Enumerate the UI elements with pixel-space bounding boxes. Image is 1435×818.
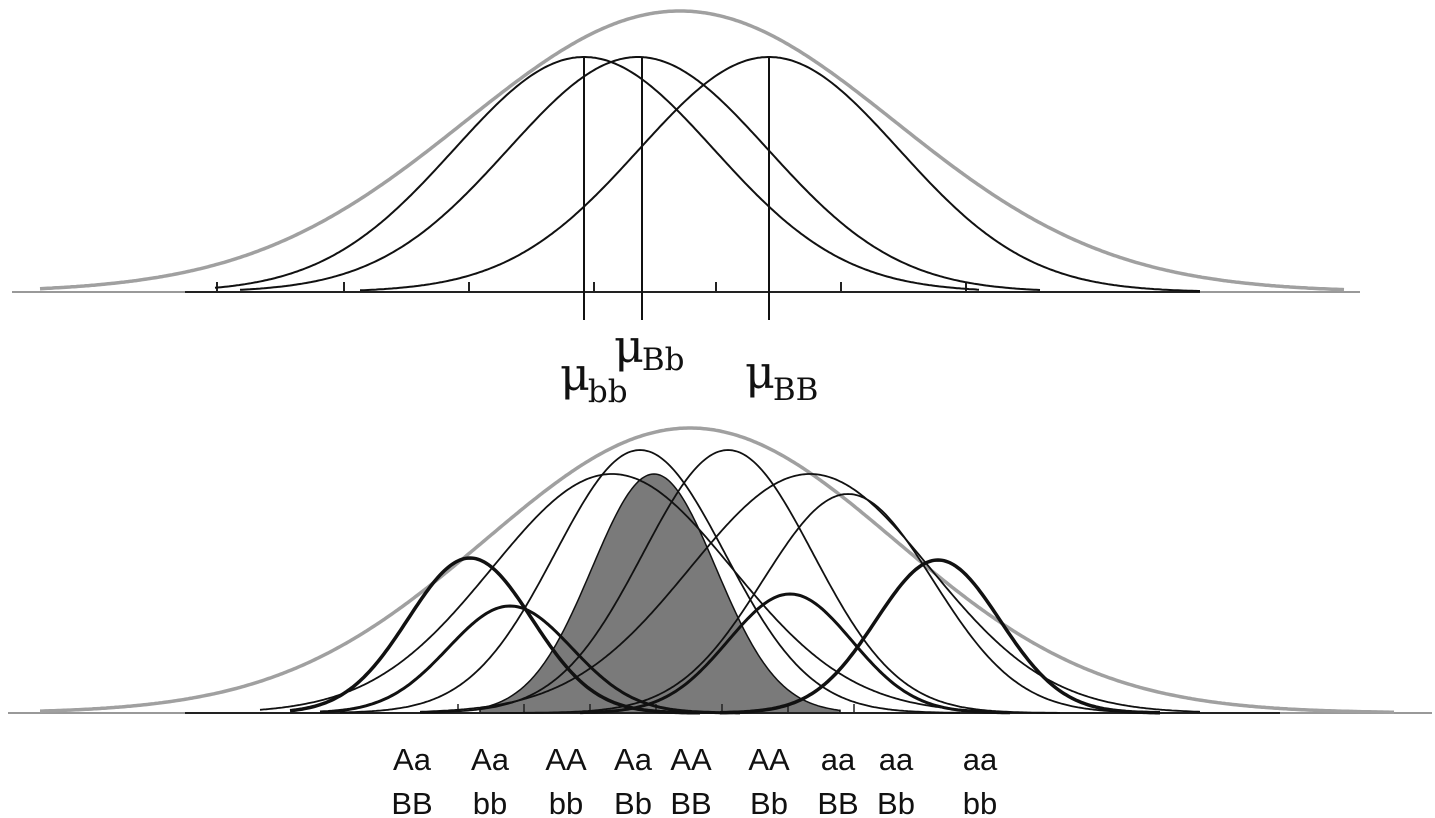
genotype-curve-9 bbox=[719, 558, 1160, 715]
curve-BB bbox=[360, 56, 1200, 292]
genotype-label-7-top: aa bbox=[821, 742, 856, 777]
genotype-label-5-bottom: BB bbox=[670, 786, 711, 818]
genotype-curve-5 bbox=[420, 449, 1060, 714]
bottom-genotype-curves bbox=[259, 449, 1201, 715]
genotype-curve-2 bbox=[319, 604, 740, 715]
top-axis-ticks bbox=[216, 282, 967, 292]
genotype-label-9-bottom: bb bbox=[963, 786, 997, 818]
genotype-label-4-bottom: Bb bbox=[614, 786, 652, 818]
genotype-labels: Aa BB Aa bb AA bb Aa Bb AA BB AA Bb aa B… bbox=[391, 742, 998, 818]
top-envelope-curve bbox=[39, 9, 1345, 292]
genotype-label-8-top: aa bbox=[879, 742, 914, 777]
genotype-curve-6 bbox=[580, 592, 1010, 715]
genotype-label-7-bottom: BB bbox=[817, 786, 858, 818]
genotype-label-2-top: Aa bbox=[471, 742, 510, 777]
top-panel: μbb μBb μBB bbox=[12, 9, 1360, 410]
mean-label-bb: μbb bbox=[560, 347, 628, 410]
genotype-curve-3 bbox=[259, 473, 1001, 713]
curve-Bb bbox=[239, 56, 1041, 291]
mean-label-BB: μBB bbox=[745, 345, 818, 408]
genotype-label-5-top: AA bbox=[670, 742, 712, 777]
genotype-curve-7 bbox=[419, 473, 1201, 713]
bottom-panel: Aa BB Aa bb AA bb Aa Bb AA BB AA Bb aa B… bbox=[8, 426, 1432, 818]
genotype-label-9-top: aa bbox=[963, 742, 998, 777]
genotype-label-8-bottom: Bb bbox=[877, 786, 915, 818]
genotype-curve-4 bbox=[339, 449, 960, 714]
genotype-label-6-top: AA bbox=[748, 742, 790, 777]
genotype-label-3-top: AA bbox=[545, 742, 587, 777]
bottom-envelope-curve bbox=[40, 426, 1394, 714]
mean-label-Bb: μBb bbox=[614, 319, 685, 378]
genotype-label-1-bottom: BB bbox=[391, 786, 432, 818]
curve-bb bbox=[214, 56, 980, 291]
genotype-label-4-top: Aa bbox=[614, 742, 653, 777]
genotype-label-1-top: Aa bbox=[393, 742, 432, 777]
genotype-curve-8 bbox=[500, 493, 1150, 714]
genotype-label-3-bottom: bb bbox=[549, 786, 583, 818]
genotype-label-6-bottom: Bb bbox=[750, 786, 788, 818]
genotype-label-2-bottom: bb bbox=[473, 786, 507, 818]
shaded-curve-AaBb bbox=[479, 473, 841, 714]
